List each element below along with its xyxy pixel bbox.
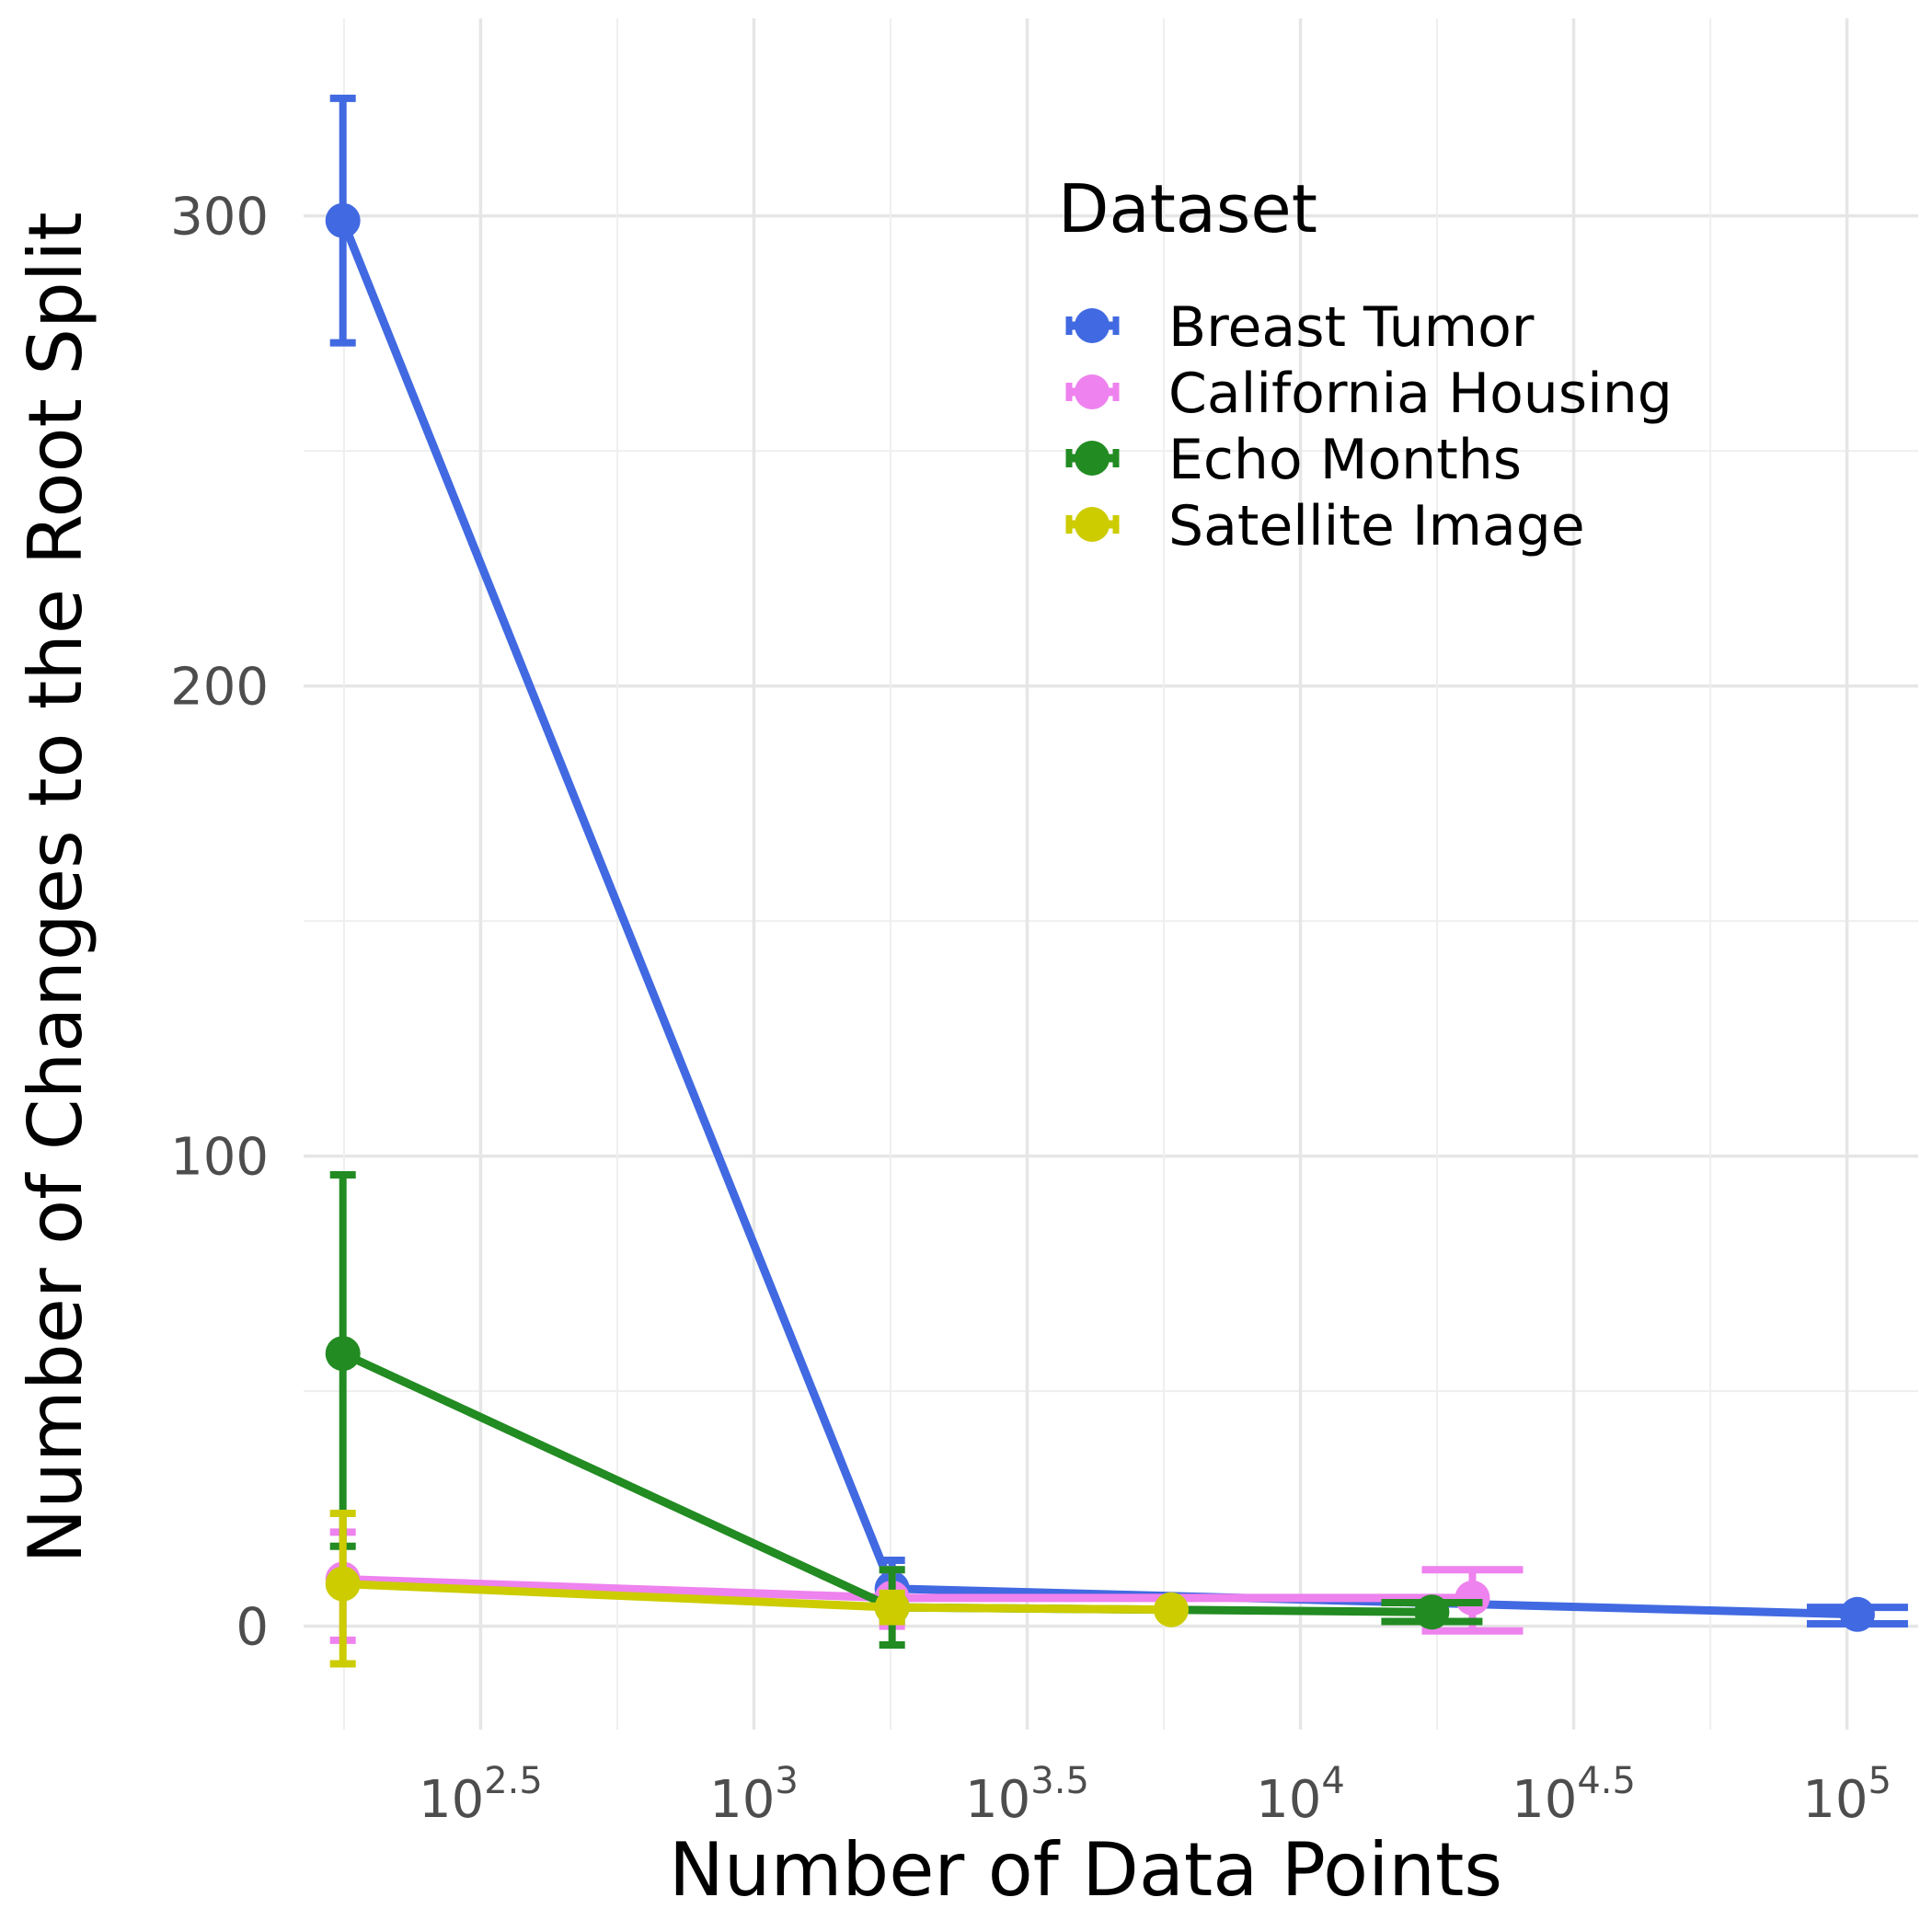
x-axis-title: Number of Data Points xyxy=(669,1827,1502,1913)
y-axis-title: Number of Changes to the Root Split xyxy=(13,212,98,1563)
legend-key-point xyxy=(1075,507,1110,542)
data-point xyxy=(325,202,361,238)
series-layer xyxy=(325,94,1908,1668)
x-tick-label: 105 xyxy=(1802,1760,1892,1830)
series-echo-months xyxy=(325,1171,1483,1650)
series-satellite-image xyxy=(325,1509,1189,1668)
x-tick-label: 103.5 xyxy=(965,1760,1089,1830)
legend-key-point xyxy=(1075,308,1110,343)
y-tick-label: 200 xyxy=(170,658,269,718)
x-tick-label: 104.5 xyxy=(1512,1760,1636,1830)
legend-key-point xyxy=(1075,441,1110,476)
grid-layer xyxy=(304,18,1918,1730)
y-tick-label: 300 xyxy=(170,188,269,247)
legend-label: Satellite Image xyxy=(1168,494,1585,558)
legend-item-breast-tumor: Breast Tumor xyxy=(1065,295,1535,360)
legend-label: California Housing xyxy=(1168,362,1673,426)
legend-title: Dataset xyxy=(1058,170,1317,247)
y-tick-label: 100 xyxy=(170,1128,269,1188)
x-tick-label: 104 xyxy=(1256,1760,1345,1830)
legend-label: Breast Tumor xyxy=(1168,295,1535,360)
data-point xyxy=(1153,1592,1189,1627)
data-point xyxy=(1455,1580,1490,1616)
x-tick-label: 103 xyxy=(709,1760,799,1830)
y-tick-labels: 0 100 200 300 xyxy=(170,188,269,1658)
data-point xyxy=(325,1336,361,1372)
legend-item-satellite-image: Satellite Image xyxy=(1065,494,1585,558)
data-point xyxy=(1839,1596,1875,1632)
legend-item-echo-months: Echo Months xyxy=(1065,428,1522,492)
legend-item-california-housing: California Housing xyxy=(1065,362,1673,426)
series-line xyxy=(339,219,1858,1619)
x-tick-labels: 102.5 103 103.5 104 104.5 105 xyxy=(419,1760,1892,1830)
legend-label: Echo Months xyxy=(1168,428,1522,492)
legend-key-point xyxy=(1075,374,1110,409)
data-point xyxy=(874,1590,910,1626)
x-tick-label: 102.5 xyxy=(419,1760,543,1830)
data-point xyxy=(325,1566,361,1602)
y-tick-label: 0 xyxy=(236,1598,269,1658)
data-point xyxy=(1414,1594,1450,1630)
